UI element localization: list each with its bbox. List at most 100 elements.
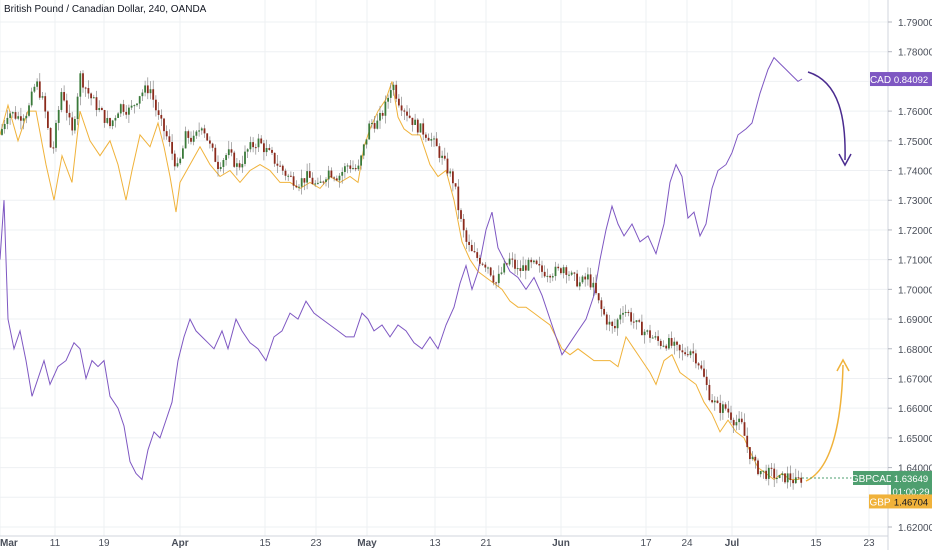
candle-down xyxy=(743,422,746,436)
candle-up xyxy=(41,96,44,98)
candle-down xyxy=(605,314,608,325)
candle-down xyxy=(103,110,106,123)
candle-up xyxy=(138,96,141,104)
annotation-arrow-down xyxy=(807,71,846,161)
price-tick-label: 1.64000 xyxy=(898,464,932,475)
time-tick-label: 23 xyxy=(863,538,875,549)
candle-up xyxy=(371,123,373,125)
candle-down xyxy=(171,142,173,154)
cad-name-label-text: CAD xyxy=(870,75,891,86)
candle-down xyxy=(535,260,538,264)
time-tick-label: 17 xyxy=(640,538,652,549)
cad-name-label-bg xyxy=(870,72,891,87)
candle-down xyxy=(649,330,651,338)
candle-down xyxy=(373,123,376,129)
candle-down xyxy=(90,93,92,99)
candle-down xyxy=(203,128,206,134)
candle-down xyxy=(732,419,735,426)
candle-up xyxy=(562,267,565,274)
candle-down xyxy=(47,111,49,128)
price-tick-label: 1.74000 xyxy=(898,167,932,178)
price-tick-label: 1.72000 xyxy=(898,226,932,237)
candle-up xyxy=(298,186,300,188)
candle-up xyxy=(762,470,765,472)
candle-up xyxy=(546,275,549,277)
candle-down xyxy=(716,400,719,403)
candle-down xyxy=(292,176,295,186)
price-tick-label: 1.78000 xyxy=(898,48,932,59)
candle-down xyxy=(800,477,803,483)
candle-up xyxy=(114,117,117,121)
overlay-line-gbp xyxy=(0,81,803,481)
candle-down xyxy=(109,118,111,127)
candle-down xyxy=(481,263,484,265)
candle-up xyxy=(33,86,36,92)
candle-up xyxy=(317,182,319,184)
price-tick-label: 1.65000 xyxy=(898,434,932,445)
candle-up xyxy=(55,122,57,148)
candle-up xyxy=(244,151,246,164)
chart-title: British Pound / Canadian Dollar, 240, OA… xyxy=(4,4,207,15)
cad-value-label-bg xyxy=(891,72,932,87)
candle-down xyxy=(600,300,603,310)
candle-up xyxy=(346,165,349,167)
candle-up xyxy=(497,273,500,284)
candle-up xyxy=(1,129,3,135)
candle-down xyxy=(87,88,90,94)
candle-down xyxy=(443,155,446,159)
gbp-value-label-text: 1.46704 xyxy=(894,497,928,508)
candle-down xyxy=(295,185,298,188)
candle-down xyxy=(330,170,333,178)
candle-up xyxy=(106,118,109,123)
candle-down xyxy=(589,274,592,288)
time-tick-label: Apr xyxy=(171,538,188,549)
candle-up xyxy=(219,166,222,170)
candle-down xyxy=(514,259,516,269)
candle-down xyxy=(163,118,165,132)
candle-down xyxy=(276,163,279,166)
candle-down xyxy=(187,131,190,138)
candle-up xyxy=(662,345,665,347)
candle-down xyxy=(573,272,576,274)
candle-up xyxy=(635,320,638,323)
gbpcad-name-label-bg xyxy=(853,470,891,485)
time-tick-label: 24 xyxy=(681,538,693,549)
time-tick-label: Jun xyxy=(552,538,570,549)
candle-up xyxy=(57,109,60,123)
candle-down xyxy=(217,161,219,170)
candle-up xyxy=(133,105,136,107)
candle-down xyxy=(541,265,543,272)
price-tick-label: 1.79000 xyxy=(898,18,932,29)
candle-down xyxy=(395,84,398,99)
candle-up xyxy=(624,311,627,313)
candle-up xyxy=(668,338,670,349)
candle-up xyxy=(554,266,557,277)
candle-down xyxy=(740,418,743,423)
candle-up xyxy=(149,89,152,94)
candle-down xyxy=(454,183,457,187)
gbpcad-name-label-text: GBPCAD xyxy=(851,474,893,485)
candle-up xyxy=(362,144,365,156)
price-tick-label: 1.71000 xyxy=(898,256,932,267)
overlay-line-cad xyxy=(0,56,803,481)
candle-up xyxy=(392,84,395,91)
candle-down xyxy=(452,171,454,184)
candle-down xyxy=(757,460,759,475)
candle-up xyxy=(608,321,611,325)
candle-down xyxy=(406,111,408,116)
candle-up xyxy=(3,123,6,130)
candle-up xyxy=(192,135,195,142)
candle-down xyxy=(308,171,311,178)
candle-up xyxy=(616,319,619,329)
candle-up xyxy=(646,330,649,332)
candle-up xyxy=(376,120,379,129)
candle-up xyxy=(522,265,524,271)
candle-up xyxy=(249,142,252,150)
candle-up xyxy=(441,155,443,158)
candle-up xyxy=(759,470,762,475)
candle-down xyxy=(473,251,476,253)
candle-down xyxy=(233,152,236,167)
candle-up xyxy=(568,274,570,276)
